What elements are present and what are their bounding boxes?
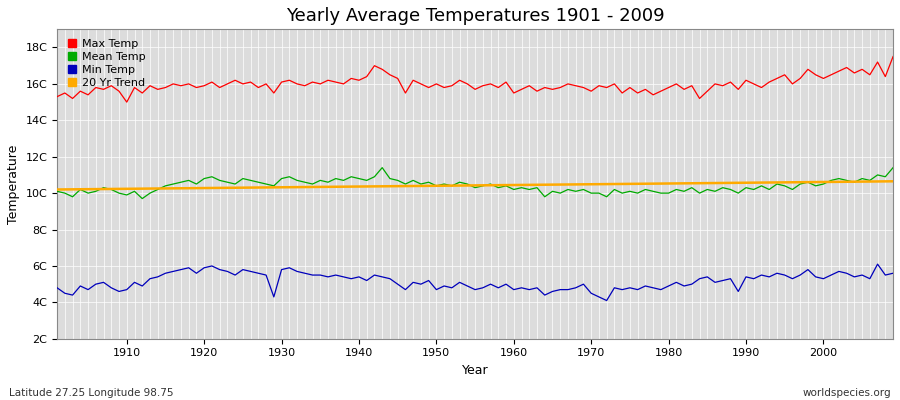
Text: worldspecies.org: worldspecies.org	[803, 388, 891, 398]
Title: Yearly Average Temperatures 1901 - 2009: Yearly Average Temperatures 1901 - 2009	[286, 7, 664, 25]
Legend: Max Temp, Mean Temp, Min Temp, 20 Yr Trend: Max Temp, Mean Temp, Min Temp, 20 Yr Tre…	[63, 35, 149, 92]
X-axis label: Year: Year	[462, 364, 489, 377]
Text: Latitude 27.25 Longitude 98.75: Latitude 27.25 Longitude 98.75	[9, 388, 174, 398]
Y-axis label: Temperature: Temperature	[7, 144, 20, 224]
